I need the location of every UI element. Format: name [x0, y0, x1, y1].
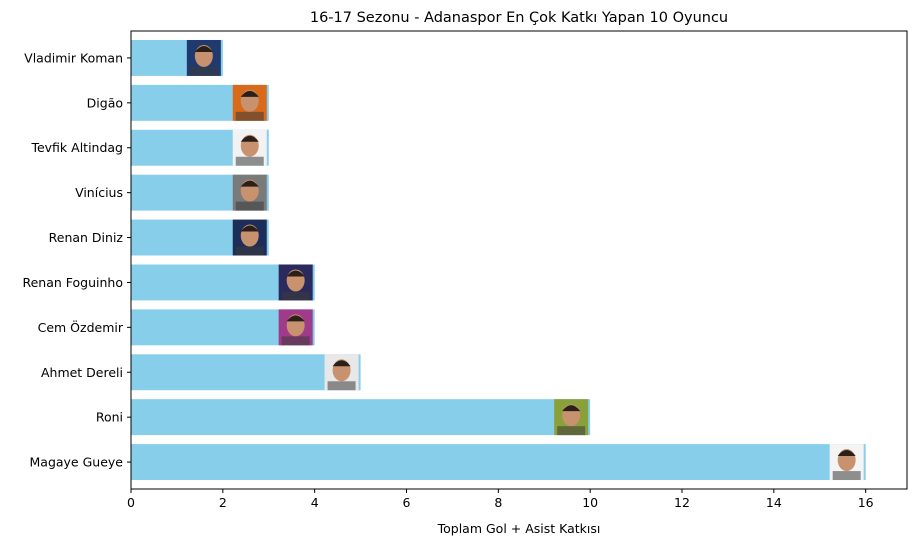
bar	[131, 444, 866, 481]
x-tick-label: 16	[858, 495, 874, 510]
player-photo	[324, 354, 359, 391]
bar	[131, 354, 361, 391]
player-photo	[278, 264, 313, 301]
x-tick-label: 4	[311, 495, 319, 510]
y-tick-label: Vinícius	[75, 185, 123, 200]
y-tick-label: Renan Foguinho	[22, 275, 123, 290]
x-tick-label: 12	[674, 495, 690, 510]
y-tick-label: Ahmet Dereli	[41, 365, 123, 380]
y-tick-label: Tevfik Altindag	[30, 140, 123, 155]
x-tick-label: 14	[766, 495, 782, 510]
player-photo	[554, 399, 589, 436]
player-photo	[232, 129, 267, 166]
plot-frame	[130, 30, 908, 490]
x-axis-label: Toplam Gol + Asist Katkısı	[437, 521, 601, 536]
y-tick-label: Magaye Gueye	[30, 455, 124, 470]
bar	[131, 399, 591, 436]
y-tick-label: Cem Özdemir	[38, 319, 124, 335]
x-tick-label: 8	[494, 495, 502, 510]
y-tick-label: Renan Diniz	[49, 230, 124, 245]
y-axis: Vladimir Koman Digão Tevfik Altindag Viníci…	[22, 50, 131, 470]
y-tick-label: Vladimir Koman	[24, 50, 123, 65]
x-axis: 0 2 4 6 8 10 12 14 16	[127, 489, 874, 510]
player-photo	[232, 84, 267, 121]
player-photo	[232, 174, 267, 211]
x-tick-label: 2	[219, 495, 227, 510]
x-tick-label: 6	[403, 495, 411, 510]
player-photo	[232, 219, 267, 256]
y-tick-label: Digão	[87, 95, 123, 110]
player-photo	[186, 39, 221, 76]
player-photos-layer	[186, 39, 864, 481]
x-tick-label: 0	[127, 495, 135, 510]
player-photo	[278, 309, 313, 346]
player-photo	[829, 444, 864, 481]
x-tick-label: 10	[582, 495, 598, 510]
y-tick-label: Roni	[96, 410, 123, 425]
chart-title: 16-17 Sezonu - Adanaspor En Çok Katkı Ya…	[310, 10, 728, 26]
